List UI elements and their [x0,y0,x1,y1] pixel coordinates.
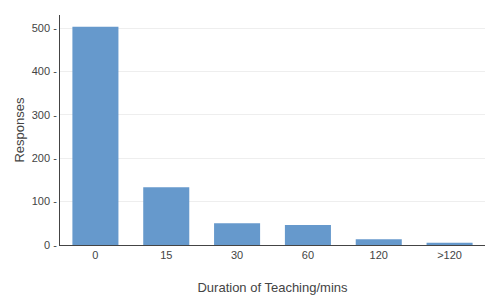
svg-text:>120: >120 [437,249,462,261]
svg-text:Responses: Responses [12,97,27,163]
svg-text:400 -: 400 - [32,65,57,77]
svg-text:120: 120 [370,249,388,261]
svg-text:0: 0 [92,249,98,261]
svg-text:500 -: 500 - [32,22,57,34]
svg-text:300 -: 300 - [32,109,57,121]
svg-text:100 -: 100 - [32,195,57,207]
svg-text:0 -: 0 - [44,239,57,251]
svg-text:60: 60 [302,249,314,261]
svg-text:Duration of Teaching/mins: Duration of Teaching/mins [197,280,348,295]
svg-text:15: 15 [160,249,172,261]
svg-text:30: 30 [231,249,243,261]
svg-text:200 -: 200 - [32,152,57,164]
